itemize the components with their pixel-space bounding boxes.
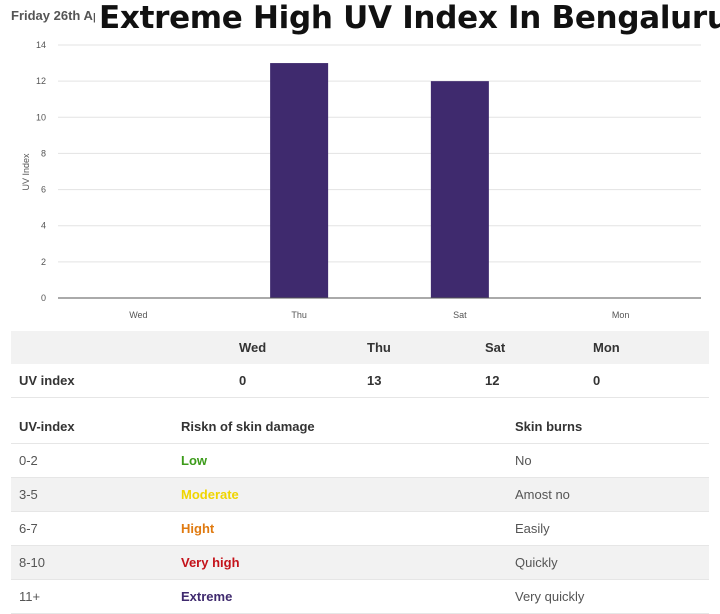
risk-header-cell: UV-index [11, 410, 173, 444]
forecast-table: Wed Thu Sat Mon UV index 0 13 12 0 [11, 331, 709, 398]
forecast-header-cell: Mon [585, 331, 709, 364]
y-tick-label: 2 [41, 257, 46, 267]
x-axis-ticks: Wed Thu Sat Mon [129, 310, 629, 320]
y-tick-label: 4 [41, 221, 46, 231]
forecast-header-cell: Sat [477, 331, 585, 364]
forecast-value-cell: 13 [359, 364, 477, 398]
uv-risk-table: UV-index Riskn of skin damage Skin burns… [11, 410, 709, 614]
uv-range-cell: 0-2 [11, 443, 173, 478]
uv-range-cell: 3-5 [11, 477, 173, 512]
date-label: Friday 26th Apr [11, 8, 95, 23]
page-title: Extreme High UV Index In Bengaluru [99, 0, 720, 36]
x-tick-label: Thu [291, 310, 307, 320]
risk-level-cell: Moderate [173, 477, 507, 512]
uv-range-cell: 6-7 [11, 511, 173, 546]
table-row: 3-5 Moderate Amost no [11, 477, 709, 512]
risk-level-cell: Very high [173, 545, 507, 580]
uv-range-cell: 11+ [11, 579, 173, 614]
forecast-value-cell: 0 [585, 364, 709, 398]
uv-bar-chart: 0 2 4 6 8 10 12 14 Wed Thu Sat Mon UV Index [21, 40, 701, 320]
table-row: 8-10 Very high Quickly [11, 545, 709, 580]
forecast-row-label: UV index [11, 364, 231, 398]
risk-level-cell: Extreme [173, 579, 507, 614]
bar-thu [270, 63, 329, 299]
forecast-value-cell: 0 [231, 364, 359, 398]
risk-header-cell: Skin burns [507, 410, 709, 444]
forecast-header-cell [11, 331, 231, 364]
y-tick-label: 12 [36, 76, 46, 86]
y-tick-label: 10 [36, 112, 46, 122]
skin-burns-cell: Quickly [507, 545, 709, 580]
y-axis-label: UV Index [21, 153, 31, 191]
forecast-uv-row: UV index 0 13 12 0 [11, 364, 709, 398]
y-tick-label: 6 [41, 185, 46, 195]
risk-level-cell: Hight [173, 511, 507, 546]
bar-sat [430, 81, 489, 299]
skin-burns-cell: Very quickly [507, 579, 709, 614]
uv-range-cell: 8-10 [11, 545, 173, 580]
risk-header-row: UV-index Riskn of skin damage Skin burns [11, 410, 709, 444]
x-tick-label: Wed [129, 310, 147, 320]
table-row: 11+ Extreme Very quickly [11, 579, 709, 614]
chart-bars [270, 63, 489, 299]
y-tick-label: 0 [41, 293, 46, 303]
forecast-value-cell: 12 [477, 364, 585, 398]
table-row: 0-2 Low No [11, 443, 709, 478]
forecast-header-cell: Wed [231, 331, 359, 364]
skin-burns-cell: Easily [507, 511, 709, 546]
forecast-header-row: Wed Thu Sat Mon [11, 331, 709, 364]
x-tick-label: Sat [453, 310, 467, 320]
risk-header-cell: Riskn of skin damage [173, 410, 507, 444]
table-row: 6-7 Hight Easily [11, 511, 709, 546]
risk-level-cell: Low [173, 443, 507, 478]
forecast-header-cell: Thu [359, 331, 477, 364]
x-tick-label: Mon [612, 310, 630, 320]
chart-gridlines [58, 44, 701, 263]
skin-burns-cell: Amost no [507, 477, 709, 512]
y-tick-label: 14 [36, 40, 46, 50]
skin-burns-cell: No [507, 443, 709, 478]
y-axis-ticks: 0 2 4 6 8 10 12 14 [36, 40, 46, 303]
y-tick-label: 8 [41, 148, 46, 158]
